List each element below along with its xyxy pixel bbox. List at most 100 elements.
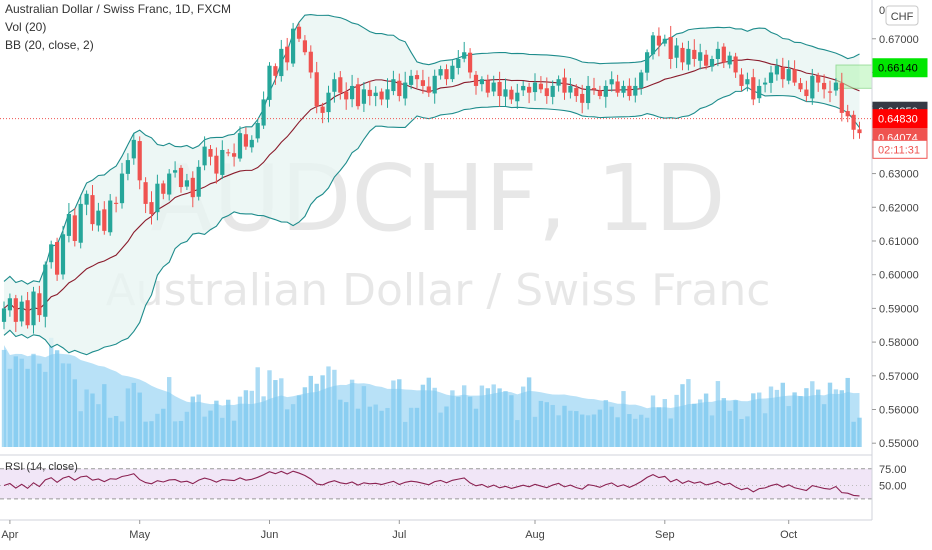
candle-body xyxy=(184,180,189,187)
candle-body xyxy=(149,202,154,215)
candle-body xyxy=(485,80,490,93)
candle-body xyxy=(409,75,414,85)
candle-body xyxy=(202,146,207,166)
candle-body xyxy=(857,129,862,134)
candle-body xyxy=(285,46,290,63)
candle-body xyxy=(645,52,650,73)
price-tag xyxy=(872,139,928,159)
candle-body xyxy=(721,46,726,63)
candle-body xyxy=(220,149,225,175)
candle-body xyxy=(308,51,313,73)
candle-body xyxy=(243,134,248,147)
candle-body xyxy=(627,85,632,97)
volume-legend: Vol (20) xyxy=(5,20,47,34)
candle-body xyxy=(438,69,443,76)
candle-body xyxy=(544,88,549,97)
candle-body xyxy=(131,139,136,159)
candle-body xyxy=(739,74,744,86)
candle-body xyxy=(798,83,803,90)
candle-body xyxy=(55,242,60,275)
candle-body xyxy=(615,81,620,93)
candle-body xyxy=(19,301,24,322)
candle-body xyxy=(302,40,307,53)
candle-body xyxy=(414,75,420,80)
candle-body xyxy=(662,38,667,44)
candle-body xyxy=(226,152,231,154)
candle-body xyxy=(650,35,656,55)
currency-badge-label: CHF xyxy=(891,11,914,23)
currency-badge xyxy=(885,5,919,26)
candle-body xyxy=(78,203,83,243)
candle-body xyxy=(273,66,278,76)
bollinger-upper xyxy=(3,14,860,285)
candle-body xyxy=(326,92,331,113)
candle-body xyxy=(680,47,685,63)
price-tick-label: 0.57000 xyxy=(879,371,919,383)
candle-body xyxy=(833,82,838,91)
candle-body xyxy=(786,69,791,81)
price-tick-label: 0.59000 xyxy=(879,303,919,315)
candle-body xyxy=(72,215,77,241)
candle-body xyxy=(822,82,827,90)
candle-body xyxy=(361,89,366,104)
candle-body xyxy=(173,170,178,173)
candle-body xyxy=(692,49,697,59)
price-tick-label: 0.60000 xyxy=(879,270,919,282)
time-tick-label: Apr xyxy=(1,529,18,541)
candle-body xyxy=(391,79,396,92)
candle-body xyxy=(255,123,260,139)
candle-body xyxy=(125,160,130,174)
candle-body xyxy=(586,85,591,104)
candle-body xyxy=(385,89,390,100)
candle-body xyxy=(468,52,473,73)
price-tag-label: 0.64830 xyxy=(878,114,918,126)
candle-body xyxy=(261,99,266,126)
candle-body xyxy=(190,177,195,198)
candle-body xyxy=(810,75,815,99)
candle-body xyxy=(208,149,213,157)
candle-body xyxy=(196,166,201,197)
candle-body xyxy=(49,244,54,263)
candle-body xyxy=(373,92,378,97)
candle-body xyxy=(397,80,402,97)
candle-body xyxy=(497,81,502,97)
candle-body xyxy=(114,202,119,204)
candle-body xyxy=(698,52,703,61)
candle-body xyxy=(709,58,715,67)
candle-body xyxy=(538,83,543,90)
candle-body xyxy=(332,79,337,92)
rsi-band xyxy=(0,468,872,499)
candle-body xyxy=(532,82,538,93)
candle-body xyxy=(214,155,219,174)
price-tag xyxy=(872,109,928,129)
candle-body xyxy=(403,82,408,99)
candle-body xyxy=(43,264,48,317)
rsi-legend: RSI (14, close) xyxy=(5,461,78,473)
candle-body xyxy=(66,214,71,236)
symbol-title: Australian Dollar / Swiss Franc, 1D, FXC… xyxy=(5,2,232,16)
time-tick-label: Oct xyxy=(780,529,797,541)
candle-body xyxy=(609,79,614,85)
candle-body xyxy=(137,141,142,181)
candle-body xyxy=(792,69,797,83)
candle-body xyxy=(456,58,461,68)
candle-body xyxy=(13,298,18,322)
price-tick-label: 0.61000 xyxy=(879,236,919,248)
candle-body xyxy=(379,91,384,100)
price-tick-label: 0.67000 xyxy=(879,34,919,46)
candle-body xyxy=(119,173,125,204)
candle-body xyxy=(851,114,856,130)
time-tick-label: Jun xyxy=(261,529,279,541)
candle-body xyxy=(556,79,561,86)
candle-body xyxy=(550,85,555,97)
candle-body xyxy=(597,90,602,97)
candle-body xyxy=(96,210,101,226)
candle-body xyxy=(603,85,608,97)
candle-body xyxy=(845,111,850,117)
price-tick-label: 0.55000 xyxy=(879,438,919,450)
candle-body xyxy=(432,75,437,94)
candle-body xyxy=(751,77,756,100)
candle-body xyxy=(774,65,779,75)
